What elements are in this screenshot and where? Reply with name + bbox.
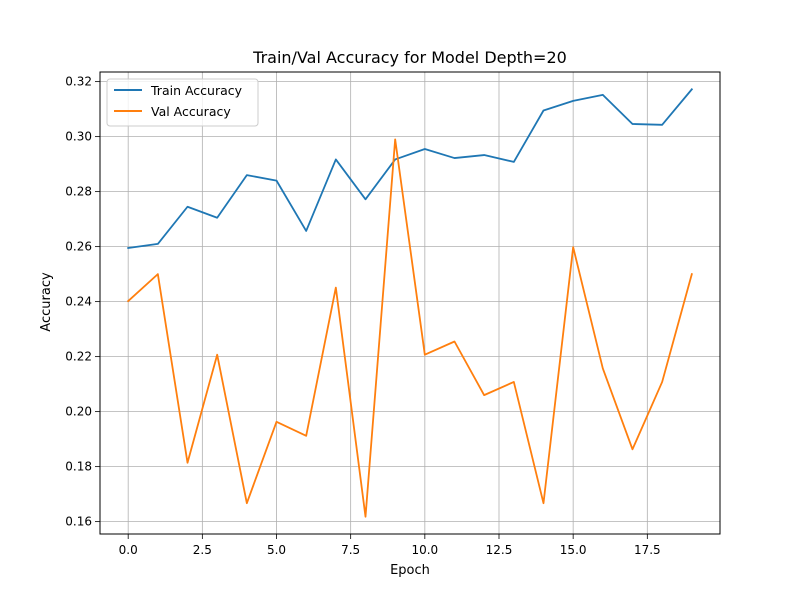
x-axis-ticks: 0.0 2.5 5.0 7.5 10.0 12.5 15.0 17.5 (119, 534, 661, 557)
y-tick-label: 0.16 (65, 515, 92, 529)
y-tick-label: 0.20 (65, 405, 92, 419)
legend-box (106, 78, 259, 127)
x-tick-label: 12.5 (486, 543, 513, 557)
y-tick-label: 0.24 (65, 295, 92, 309)
y-tick-label: 0.18 (65, 460, 92, 474)
legend: Train Accuracy Val Accuracy (106, 78, 259, 127)
y-tick-label: 0.22 (65, 350, 92, 364)
x-axis-label: Epoch (390, 563, 430, 578)
x-tick-label: 5.0 (267, 543, 286, 557)
legend-label-train-accuracy: Train Accuracy (150, 83, 243, 98)
series-line-train-accuracy (127, 88, 694, 250)
y-tick-label: 0.30 (65, 130, 92, 144)
series-lines (126, 88, 694, 518)
plot-area (100, 72, 720, 534)
x-tick-label: 15.0 (560, 543, 587, 557)
legend-label-val-accuracy: Val Accuracy (151, 104, 231, 119)
y-tick-label: 0.28 (65, 185, 92, 199)
y-tick-label: 0.32 (65, 75, 92, 89)
x-tick-label: 0.0 (119, 543, 138, 557)
chart-title: Train/Val Accuracy for Model Depth=20 (252, 48, 567, 67)
y-axis-ticks: 0.16 0.18 0.20 0.22 0.24 0.26 0.28 0.30 0.32 (65, 75, 100, 529)
x-tick-label: 7.5 (341, 543, 360, 557)
x-tick-label: 2.5 (193, 543, 212, 557)
x-tick-label: 10.0 (411, 543, 438, 557)
series-line-val-accuracy (126, 138, 693, 518)
x-tick-label: 17.5 (634, 543, 661, 557)
y-axis-label: Accuracy (39, 272, 54, 332)
y-tick-label: 0.26 (65, 240, 92, 254)
plot-frame (99, 71, 721, 535)
